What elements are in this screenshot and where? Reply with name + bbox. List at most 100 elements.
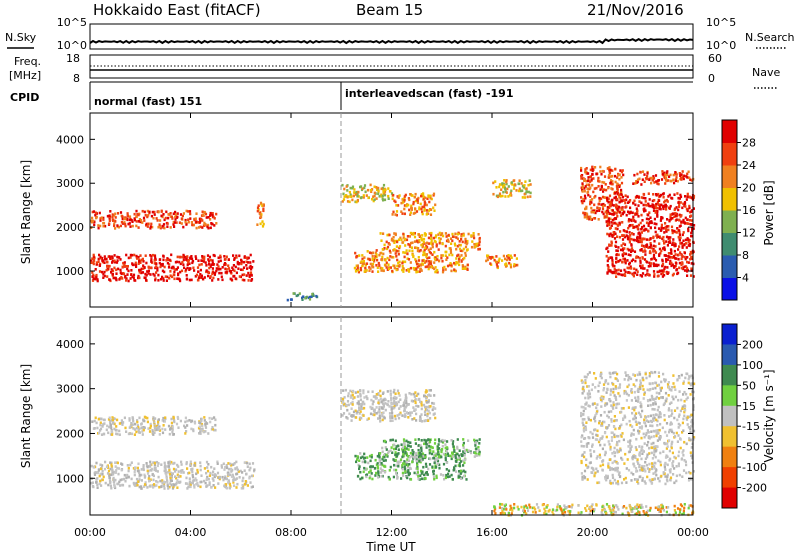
- echo-cell: [357, 195, 360, 198]
- echo-cell: [135, 265, 138, 268]
- echo-cell: [584, 207, 587, 211]
- echo-cell: [369, 267, 372, 270]
- echo-cell: [198, 275, 201, 278]
- echo-cell: [620, 273, 623, 277]
- echo-cell: [391, 255, 394, 259]
- echo-cell: [425, 255, 428, 258]
- echo-cell: [503, 186, 506, 190]
- echo-cell: [387, 263, 390, 266]
- echo-cell: [413, 409, 416, 412]
- echo-cell: [356, 194, 359, 198]
- echo-cell: [106, 214, 109, 218]
- echo-cell: [664, 254, 667, 257]
- echo-cell: [614, 427, 617, 431]
- echo-cell: [362, 194, 365, 197]
- echo-cell: [200, 259, 203, 262]
- echo-cell: [419, 249, 422, 252]
- echo-cell: [427, 442, 430, 445]
- echo-cell: [456, 237, 459, 241]
- echo-cell: [656, 206, 659, 210]
- echo-cell: [649, 176, 652, 180]
- echo-cell: [417, 264, 421, 268]
- echo-cell: [162, 279, 165, 282]
- echo-cell: [418, 451, 422, 455]
- echo-cell: [641, 272, 645, 275]
- echo-cell: [614, 217, 618, 220]
- echo-cell: [649, 262, 652, 265]
- echo-cell: [245, 260, 248, 264]
- echo-cell: [156, 480, 159, 484]
- echo-cell: [404, 260, 407, 264]
- echo-cell: [677, 196, 680, 200]
- echo-cell: [113, 483, 116, 486]
- echo-cell: [425, 209, 428, 212]
- echo-cell: [585, 215, 588, 219]
- echo-cell: [616, 176, 619, 179]
- echo-cell: [385, 247, 389, 251]
- echo-cell: [586, 179, 590, 183]
- echo-cell: [214, 473, 217, 476]
- echo-cell: [225, 464, 228, 467]
- echo-cell: [688, 206, 691, 210]
- echo-cell: [603, 175, 607, 178]
- echo-cell: [259, 212, 262, 216]
- echo-cell: [138, 478, 141, 481]
- echo-cell: [501, 194, 504, 198]
- echo-cell: [407, 203, 410, 207]
- echo-cell: [656, 274, 659, 278]
- echo-cell: [679, 236, 682, 239]
- echo-cell: [654, 230, 657, 234]
- echo-cell: [678, 231, 681, 234]
- echo-cell: [665, 434, 669, 437]
- echo-cell: [353, 191, 356, 194]
- echo-cell: [464, 470, 467, 474]
- echo-cell: [185, 209, 188, 213]
- echo-cell: [449, 237, 453, 240]
- echo-cell: [642, 432, 645, 436]
- echo-cell: [144, 475, 147, 478]
- echo-cell: [183, 255, 186, 259]
- echo-cell: [416, 463, 419, 467]
- echo-cell: [197, 270, 200, 273]
- echo-cell: [595, 172, 598, 176]
- echo-cell: [410, 246, 414, 249]
- echo-cell: [180, 217, 183, 220]
- echo-cell: [586, 213, 589, 216]
- echo-cell: [214, 486, 217, 489]
- echo-cell: [137, 255, 140, 259]
- echo-cell: [417, 444, 420, 447]
- echo-cell: [619, 425, 622, 428]
- echo-cell: [349, 193, 352, 197]
- echo-cell: [656, 236, 659, 239]
- echo-cell: [627, 248, 631, 252]
- echo-cell: [357, 402, 360, 406]
- echo-cell: [116, 259, 119, 262]
- echo-cell: [199, 273, 202, 276]
- echo-cell: [498, 183, 502, 186]
- echo-cell: [458, 464, 462, 468]
- echo-cell: [465, 448, 468, 452]
- echo-cell: [194, 275, 197, 278]
- echo-cell: [235, 256, 238, 259]
- echo-cell: [135, 215, 138, 219]
- echo-cell: [113, 485, 116, 488]
- echo-cell: [650, 221, 653, 225]
- echo-cell: [379, 420, 382, 423]
- echo-cell: [395, 396, 398, 400]
- echo-cell: [360, 260, 363, 263]
- echo-cell: [609, 212, 612, 215]
- echo-cell: [409, 451, 412, 455]
- echo-cell: [419, 400, 422, 404]
- echo-cell: [458, 263, 461, 267]
- echo-cell: [110, 426, 113, 430]
- echo-cell: [352, 414, 355, 418]
- echo-cell: [193, 218, 196, 222]
- echo-cell: [609, 232, 612, 236]
- echo-cell: [463, 267, 466, 270]
- echo-cell: [429, 237, 432, 240]
- echo-cell: [141, 271, 144, 274]
- echo-cell: [220, 466, 223, 469]
- echo-cell: [451, 253, 454, 257]
- echo-cell: [185, 268, 188, 271]
- echo-cell: [605, 213, 608, 217]
